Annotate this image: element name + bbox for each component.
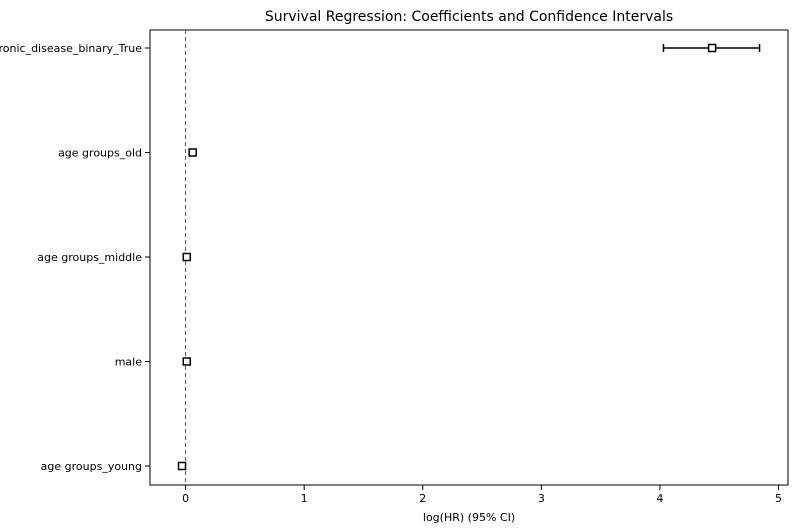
x-tick-label: 4 [656,492,663,505]
chart-title: Survival Regression: Coefficients and Co… [265,9,673,25]
coefficient-marker [707,43,717,53]
y-tick-label: male [115,356,143,369]
x-tick-label: 3 [538,492,545,505]
coefficient-marker [188,148,197,157]
y-tick-label: age groups_young [41,460,142,473]
x-tick-label: 2 [419,492,426,505]
x-tick-label: 1 [301,492,308,505]
plot-frame [149,29,789,486]
x-tick-label: 5 [775,492,782,505]
coefficient-marker [177,461,187,471]
y-tick-label: age groups_middle [37,251,142,264]
y-tick-label: age groups_old [58,147,142,160]
x-tick-label: 0 [182,492,189,505]
x-axis-ticks: 0 1 2 3 4 5 [182,485,782,505]
coefficient-marker [182,357,192,366]
coefficient-marker [182,252,192,262]
x-axis-label: log(HR) (95% CI) [423,511,515,524]
y-tick-label: chronic_disease_binary_True [0,42,142,55]
